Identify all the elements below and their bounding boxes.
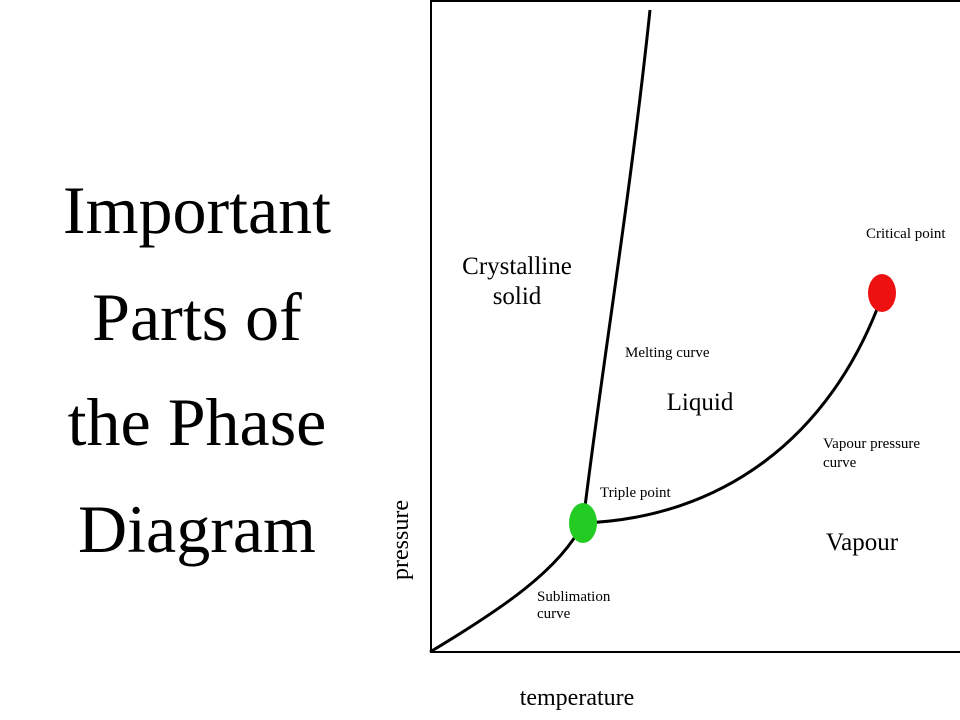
title-line: Important	[63, 172, 331, 248]
triple-point	[569, 503, 597, 543]
title-line: Parts of	[92, 279, 302, 355]
melting-curve	[581, 9, 652, 524]
sublimation-curve	[429, 522, 585, 654]
phase-diagram: Crystalline solid Liquid Vapour Melting …	[388, 0, 960, 711]
title-line: Diagram	[78, 491, 316, 567]
vapour-pressure-curve	[582, 295, 884, 525]
curve-label: curve	[823, 455, 857, 471]
plot-frame	[430, 0, 960, 653]
point-label: Critical point	[866, 226, 946, 242]
region-label: Vapour	[826, 529, 899, 556]
x-axis-label: temperature	[520, 685, 635, 711]
region-label: Crystalline	[462, 253, 572, 280]
point-label: Triple point	[600, 485, 672, 501]
slide-title: Important Parts of the Phase Diagram	[63, 172, 331, 567]
curve-label: Melting curve	[625, 345, 710, 361]
y-axis-label: pressure	[388, 500, 414, 580]
curve-label: Vapour pressure	[823, 436, 920, 452]
curve-label: Sublimation	[537, 589, 611, 605]
title-line: the Phase	[68, 384, 327, 460]
region-label: Liquid	[667, 389, 734, 416]
curve-label: curve	[537, 606, 571, 622]
region-label: solid	[493, 283, 542, 310]
critical-point	[868, 274, 896, 312]
